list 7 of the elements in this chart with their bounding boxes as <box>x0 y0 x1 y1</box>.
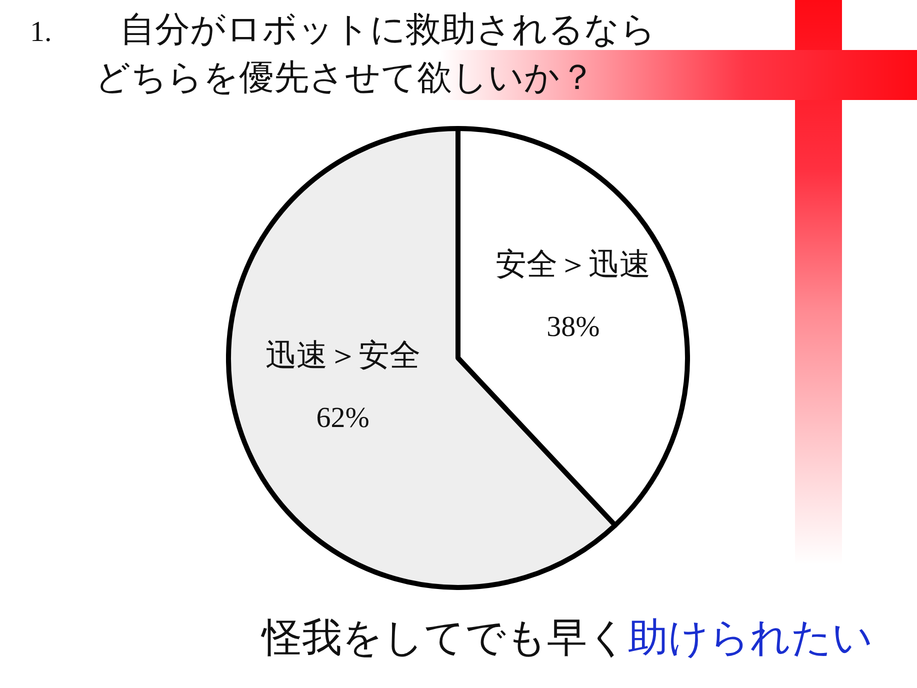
data-label: 62% <box>316 402 370 434</box>
data-label: 38% <box>546 310 600 343</box>
chart-title: 1. 自分がロボットに救助されるならどちらを優先させて欲しいか？ <box>30 10 656 98</box>
slice-label: 迅速＞安全 <box>265 338 420 374</box>
text: 怪我をしてでも早く <box>262 615 628 661</box>
text: 助けられたい <box>628 615 873 661</box>
slice-label: 安全＞迅速 <box>496 246 651 282</box>
